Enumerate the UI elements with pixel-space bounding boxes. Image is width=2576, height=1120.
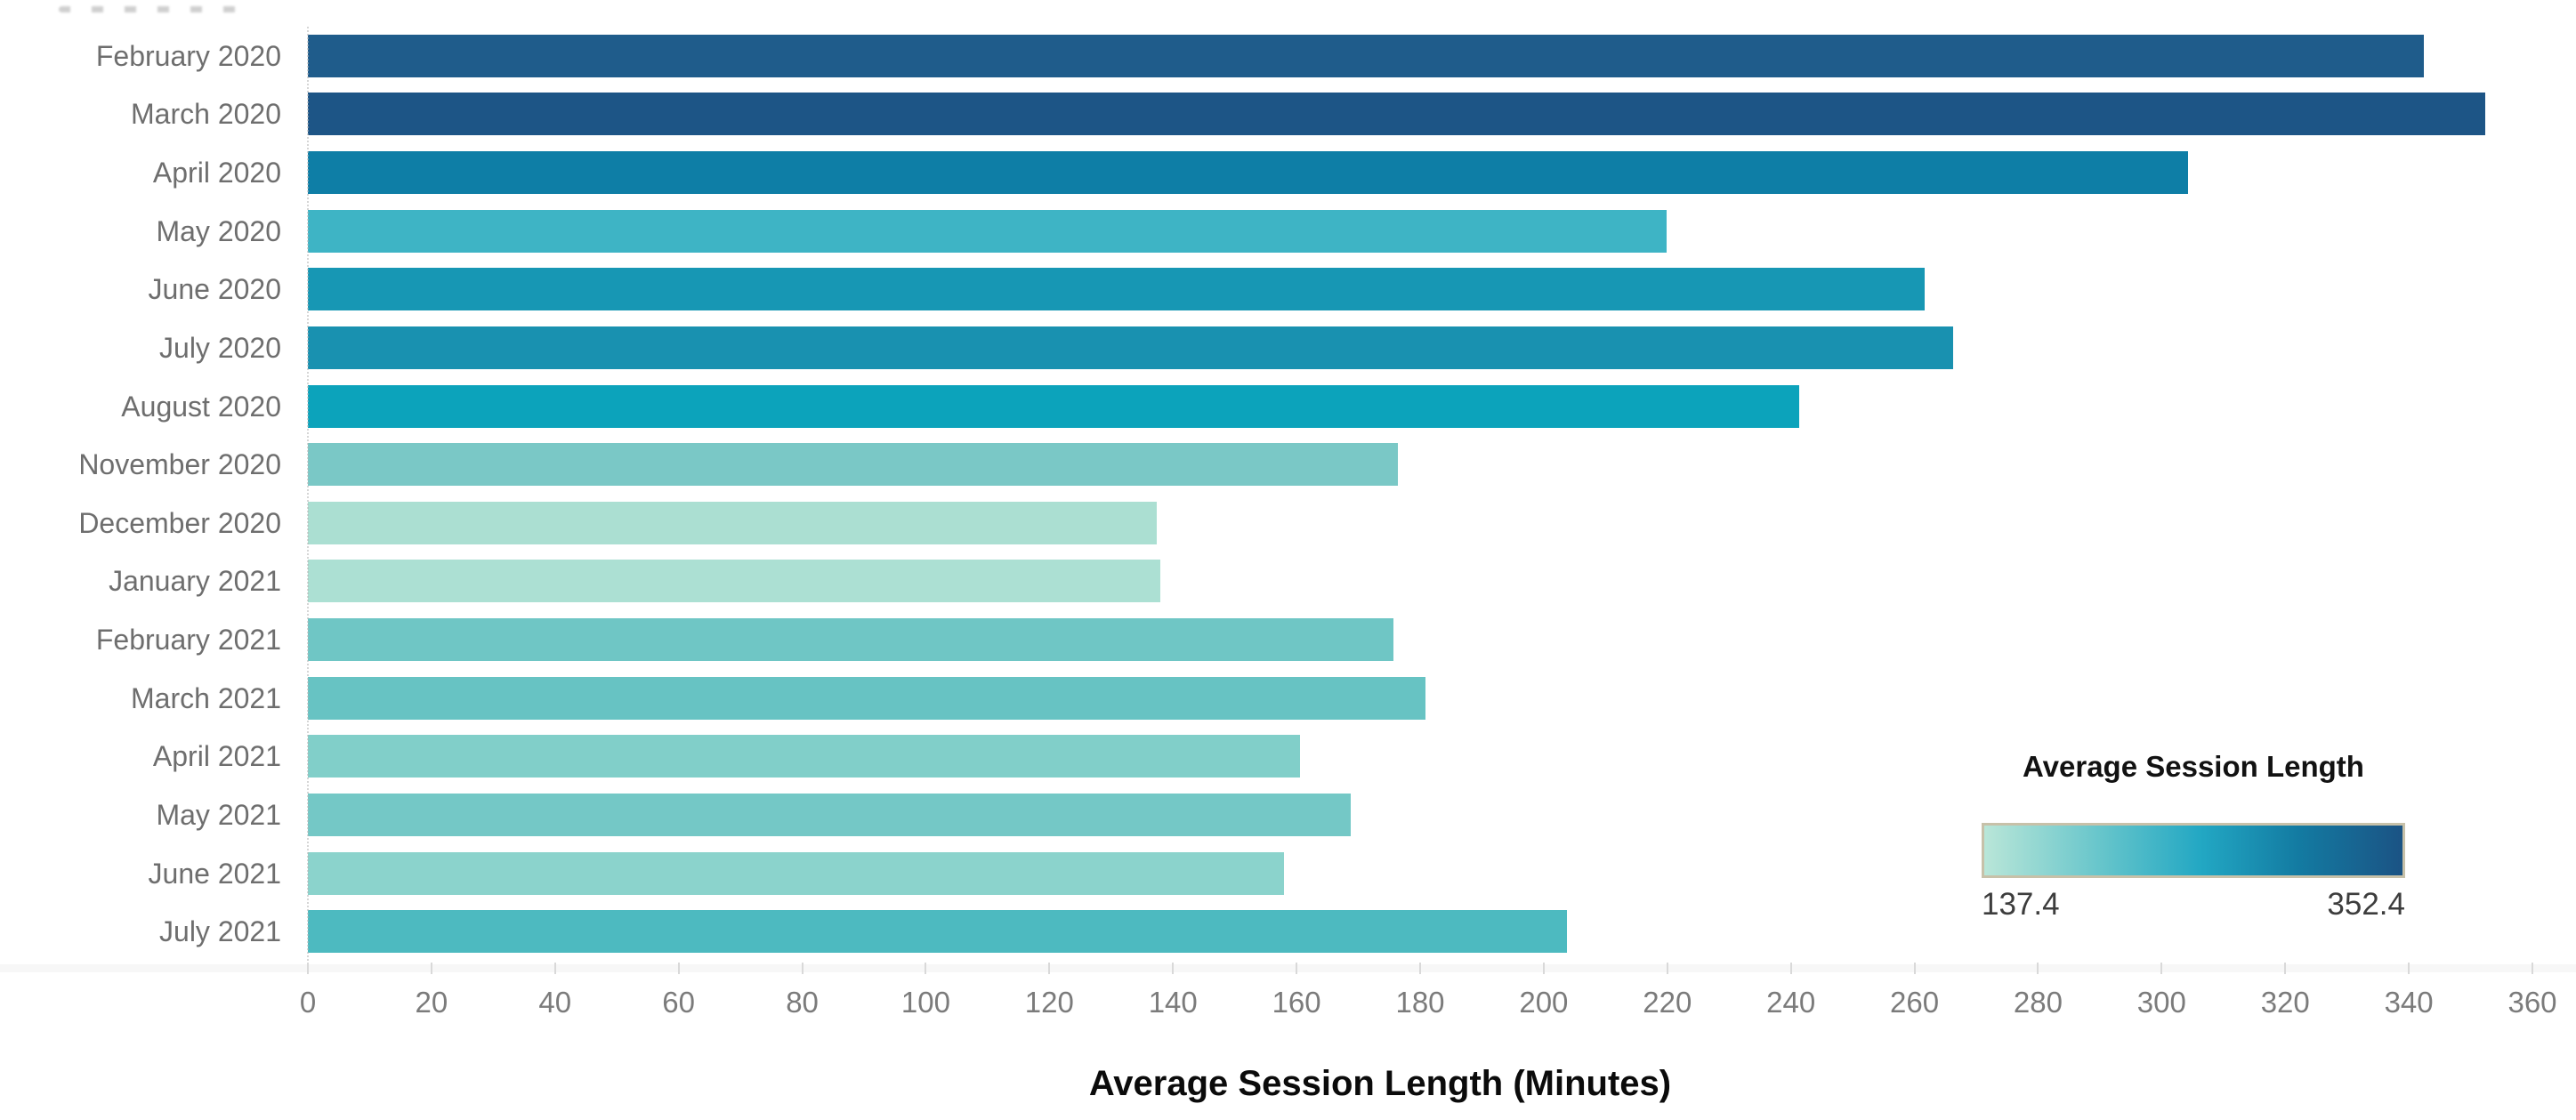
bar-row: August 2020 — [0, 377, 2576, 436]
x-axis: 0 20 40 60 80 100 120 140 160 180 200 220 240 260 280 3… — [300, 961, 2557, 1041]
tick-mark — [1542, 963, 1545, 974]
bar[interactable] — [308, 443, 1398, 487]
tick-mark — [1913, 963, 1916, 974]
y-axis-label: May 2021 — [156, 798, 281, 831]
y-axis-label: June 2020 — [148, 273, 281, 306]
tick-label: 320 — [2260, 986, 2310, 1019]
bar[interactable] — [308, 618, 1394, 662]
tick-label: 300 — [2136, 986, 2186, 1019]
tick-mark — [2160, 963, 2163, 974]
bar-row: January 2021 — [0, 552, 2576, 611]
bar[interactable] — [308, 676, 1426, 720]
y-axis-label: March 2021 — [131, 681, 281, 714]
tick-label: 280 — [2013, 986, 2063, 1019]
bar[interactable] — [308, 851, 1285, 895]
bar-rows: February 2020 March 2020 April 2020 May 202… — [0, 27, 2576, 961]
y-axis-label: August 2020 — [121, 390, 281, 423]
y-axis-label: December 2020 — [78, 506, 281, 539]
y-axis-label: April 2021 — [152, 740, 281, 773]
bar-row: May 2020 — [0, 202, 2576, 261]
bar-row: March 2020 — [0, 85, 2576, 144]
y-axis-label: June 2021 — [148, 857, 281, 890]
legend-gradient-swatch — [1982, 823, 2405, 878]
bar-row: February 2021 — [0, 610, 2576, 669]
y-axis-label: November 2020 — [78, 448, 281, 481]
tick-label: 120 — [1024, 986, 1074, 1019]
tick-label: 160 — [1272, 986, 1321, 1019]
tick-label: 240 — [1766, 986, 1816, 1019]
axis-divider-band — [0, 964, 2576, 972]
tick-mark — [801, 963, 803, 974]
tick-mark — [1296, 963, 1298, 974]
bar-row: April 2021 — [0, 728, 2576, 786]
bar-row: July 2021 — [0, 902, 2576, 961]
tick-mark — [1419, 963, 1421, 974]
tick-mark — [307, 963, 309, 974]
bar[interactable] — [308, 268, 1925, 311]
bar[interactable] — [308, 151, 2188, 195]
bar[interactable] — [308, 501, 1158, 544]
tick-label: 220 — [1643, 986, 1692, 1019]
y-axis-baseline — [307, 27, 309, 961]
tick-label: 180 — [1395, 986, 1445, 1019]
tick-mark — [553, 963, 556, 974]
tick-mark — [2408, 963, 2410, 974]
tick-label: 0 — [299, 986, 317, 1019]
tick-label: 20 — [415, 986, 448, 1019]
tick-mark — [1666, 963, 1668, 974]
bar-row: February 2020 — [0, 27, 2576, 85]
y-axis-label: July 2021 — [159, 915, 281, 948]
bar[interactable] — [308, 793, 1351, 836]
tick-mark — [1048, 963, 1051, 974]
bar-row: March 2021 — [0, 669, 2576, 728]
legend-min-label: 137.4 — [1982, 887, 2060, 922]
bar-row: November 2020 — [0, 435, 2576, 494]
color-legend: Average Session Length 137.4 352.4 — [1982, 750, 2405, 923]
y-axis-label: January 2021 — [109, 565, 281, 598]
bar[interactable] — [308, 93, 2486, 136]
tick-label: 360 — [2507, 986, 2557, 1019]
legend-title: Average Session Length — [2023, 750, 2364, 783]
bar-row: May 2021 — [0, 786, 2576, 844]
y-axis-label: April 2020 — [152, 157, 281, 189]
tick-label: 200 — [1519, 986, 1569, 1019]
tick-mark — [430, 963, 432, 974]
bar[interactable] — [308, 34, 2424, 77]
bar[interactable] — [308, 560, 1160, 603]
y-axis-label: February 2020 — [95, 39, 281, 72]
cropped-title-artifact — [59, 6, 237, 12]
tick-mark — [1172, 963, 1175, 974]
tick-label: 260 — [1890, 986, 1940, 1019]
tick-label: 40 — [538, 986, 572, 1019]
tick-mark — [677, 963, 680, 974]
x-axis-title: Average Session Length (Minutes) — [1088, 1064, 1672, 1103]
y-axis-label: May 2020 — [156, 214, 281, 247]
tick-label: 100 — [900, 986, 950, 1019]
tick-mark — [925, 963, 927, 974]
bar-row: June 2020 — [0, 261, 2576, 319]
y-axis-label: March 2020 — [131, 98, 281, 131]
legend-max-label: 352.4 — [2327, 887, 2405, 922]
bar-row: December 2020 — [0, 494, 2576, 552]
y-axis-label: July 2020 — [159, 331, 281, 364]
bar-row: April 2020 — [0, 143, 2576, 202]
bar[interactable] — [308, 209, 1668, 253]
bar[interactable] — [308, 326, 1953, 369]
tick-mark — [2037, 963, 2039, 974]
tick-mark — [1789, 963, 1792, 974]
tick-label: 140 — [1148, 986, 1198, 1019]
y-axis-label: February 2021 — [95, 624, 281, 657]
tick-mark — [2284, 963, 2287, 974]
bar[interactable] — [308, 384, 1800, 428]
bar-row: July 2020 — [0, 318, 2576, 377]
bar-row: June 2021 — [0, 844, 2576, 903]
tick-label: 340 — [2384, 986, 2434, 1019]
tick-label: 80 — [786, 986, 819, 1019]
bar[interactable] — [308, 910, 1567, 954]
tick-mark — [2532, 963, 2533, 974]
bar[interactable] — [308, 735, 1301, 778]
tick-label: 60 — [662, 986, 696, 1019]
